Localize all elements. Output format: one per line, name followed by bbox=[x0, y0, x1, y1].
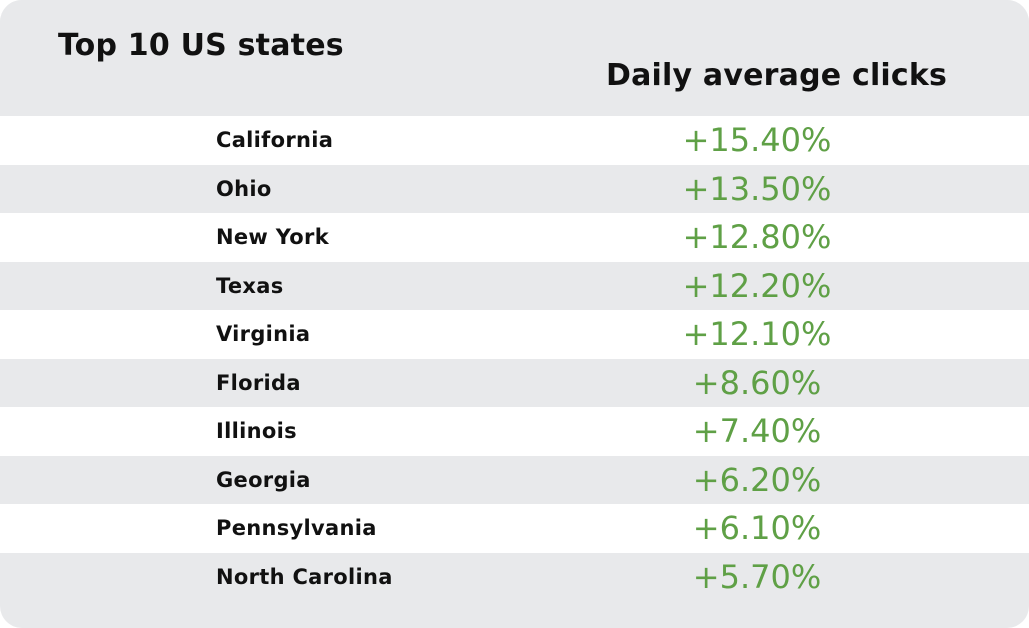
table-row: Pennsylvania +6.10% bbox=[0, 504, 1029, 553]
state-name: Georgia bbox=[216, 467, 311, 492]
state-name: Virginia bbox=[216, 322, 311, 347]
state-name: Ohio bbox=[216, 176, 272, 201]
table-row: Florida +8.60% bbox=[0, 358, 1029, 407]
clicks-change-value: +5.70% bbox=[692, 557, 822, 596]
clicks-change-value: +15.40% bbox=[682, 121, 832, 160]
clicks-change-value: +12.20% bbox=[682, 266, 832, 305]
clicks-change-value: +12.80% bbox=[682, 218, 832, 257]
clicks-change-value: +6.10% bbox=[692, 509, 822, 548]
table-title: Top 10 US states bbox=[58, 28, 344, 63]
table-row: Ohio +13.50% bbox=[0, 164, 1029, 213]
table-row: New York +12.80% bbox=[0, 213, 1029, 262]
table-row: Texas +12.20% bbox=[0, 261, 1029, 310]
state-name: Pennsylvania bbox=[216, 516, 377, 541]
table-body: California +15.40% Ohio +13.50% New York +12.… bbox=[0, 116, 1029, 601]
clicks-change-value: +8.60% bbox=[692, 363, 822, 402]
table-row: California +15.40% bbox=[0, 116, 1029, 165]
state-name: California bbox=[216, 128, 334, 153]
table-row: Georgia +6.20% bbox=[0, 455, 1029, 504]
state-name: Texas bbox=[216, 273, 284, 298]
state-name: North Carolina bbox=[216, 564, 393, 589]
clicks-change-value: +12.10% bbox=[682, 315, 832, 354]
state-name: Illinois bbox=[216, 419, 297, 444]
table-row: North Carolina +5.70% bbox=[0, 552, 1029, 601]
clicks-change-value: +6.20% bbox=[692, 460, 822, 499]
table-header: Top 10 US states Daily average clicks bbox=[0, 0, 1029, 116]
table-row: Illinois +7.40% bbox=[0, 407, 1029, 456]
clicks-change-value: +7.40% bbox=[692, 412, 822, 451]
state-name: New York bbox=[216, 225, 329, 250]
table-row: Virginia +12.10% bbox=[0, 310, 1029, 359]
column-header-clicks: Daily average clicks bbox=[606, 58, 948, 93]
clicks-change-value: +13.50% bbox=[682, 169, 832, 208]
state-name: Florida bbox=[216, 370, 301, 395]
